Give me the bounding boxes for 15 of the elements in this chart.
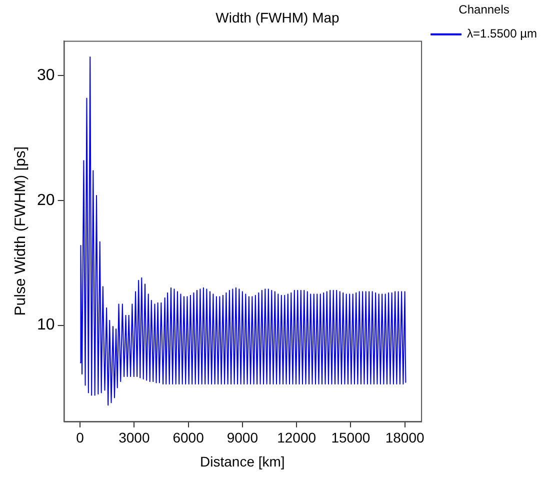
x-tick-label: 12000 <box>277 430 316 446</box>
x-tick-label: 9000 <box>226 430 258 446</box>
x-tick-label: 18000 <box>385 430 424 446</box>
x-tick-label: 15000 <box>331 430 370 446</box>
y-tick-label: 20 <box>37 192 55 209</box>
y-tick-label: 30 <box>37 67 55 84</box>
chart-title: Width (FWHM) Map <box>216 9 340 26</box>
legend-label: λ=1.5500 µm <box>467 26 538 41</box>
y-tick-label: 10 <box>37 316 55 334</box>
x-tick-label: 0 <box>76 430 84 446</box>
legend-title: Channels <box>458 2 510 16</box>
x-axis-title: Distance [km] <box>200 453 285 470</box>
x-tick-label: 3000 <box>118 430 150 446</box>
x-tick-label: 6000 <box>172 430 204 446</box>
y-axis-title: Pulse Width (FWHM) [ps] <box>12 146 30 316</box>
